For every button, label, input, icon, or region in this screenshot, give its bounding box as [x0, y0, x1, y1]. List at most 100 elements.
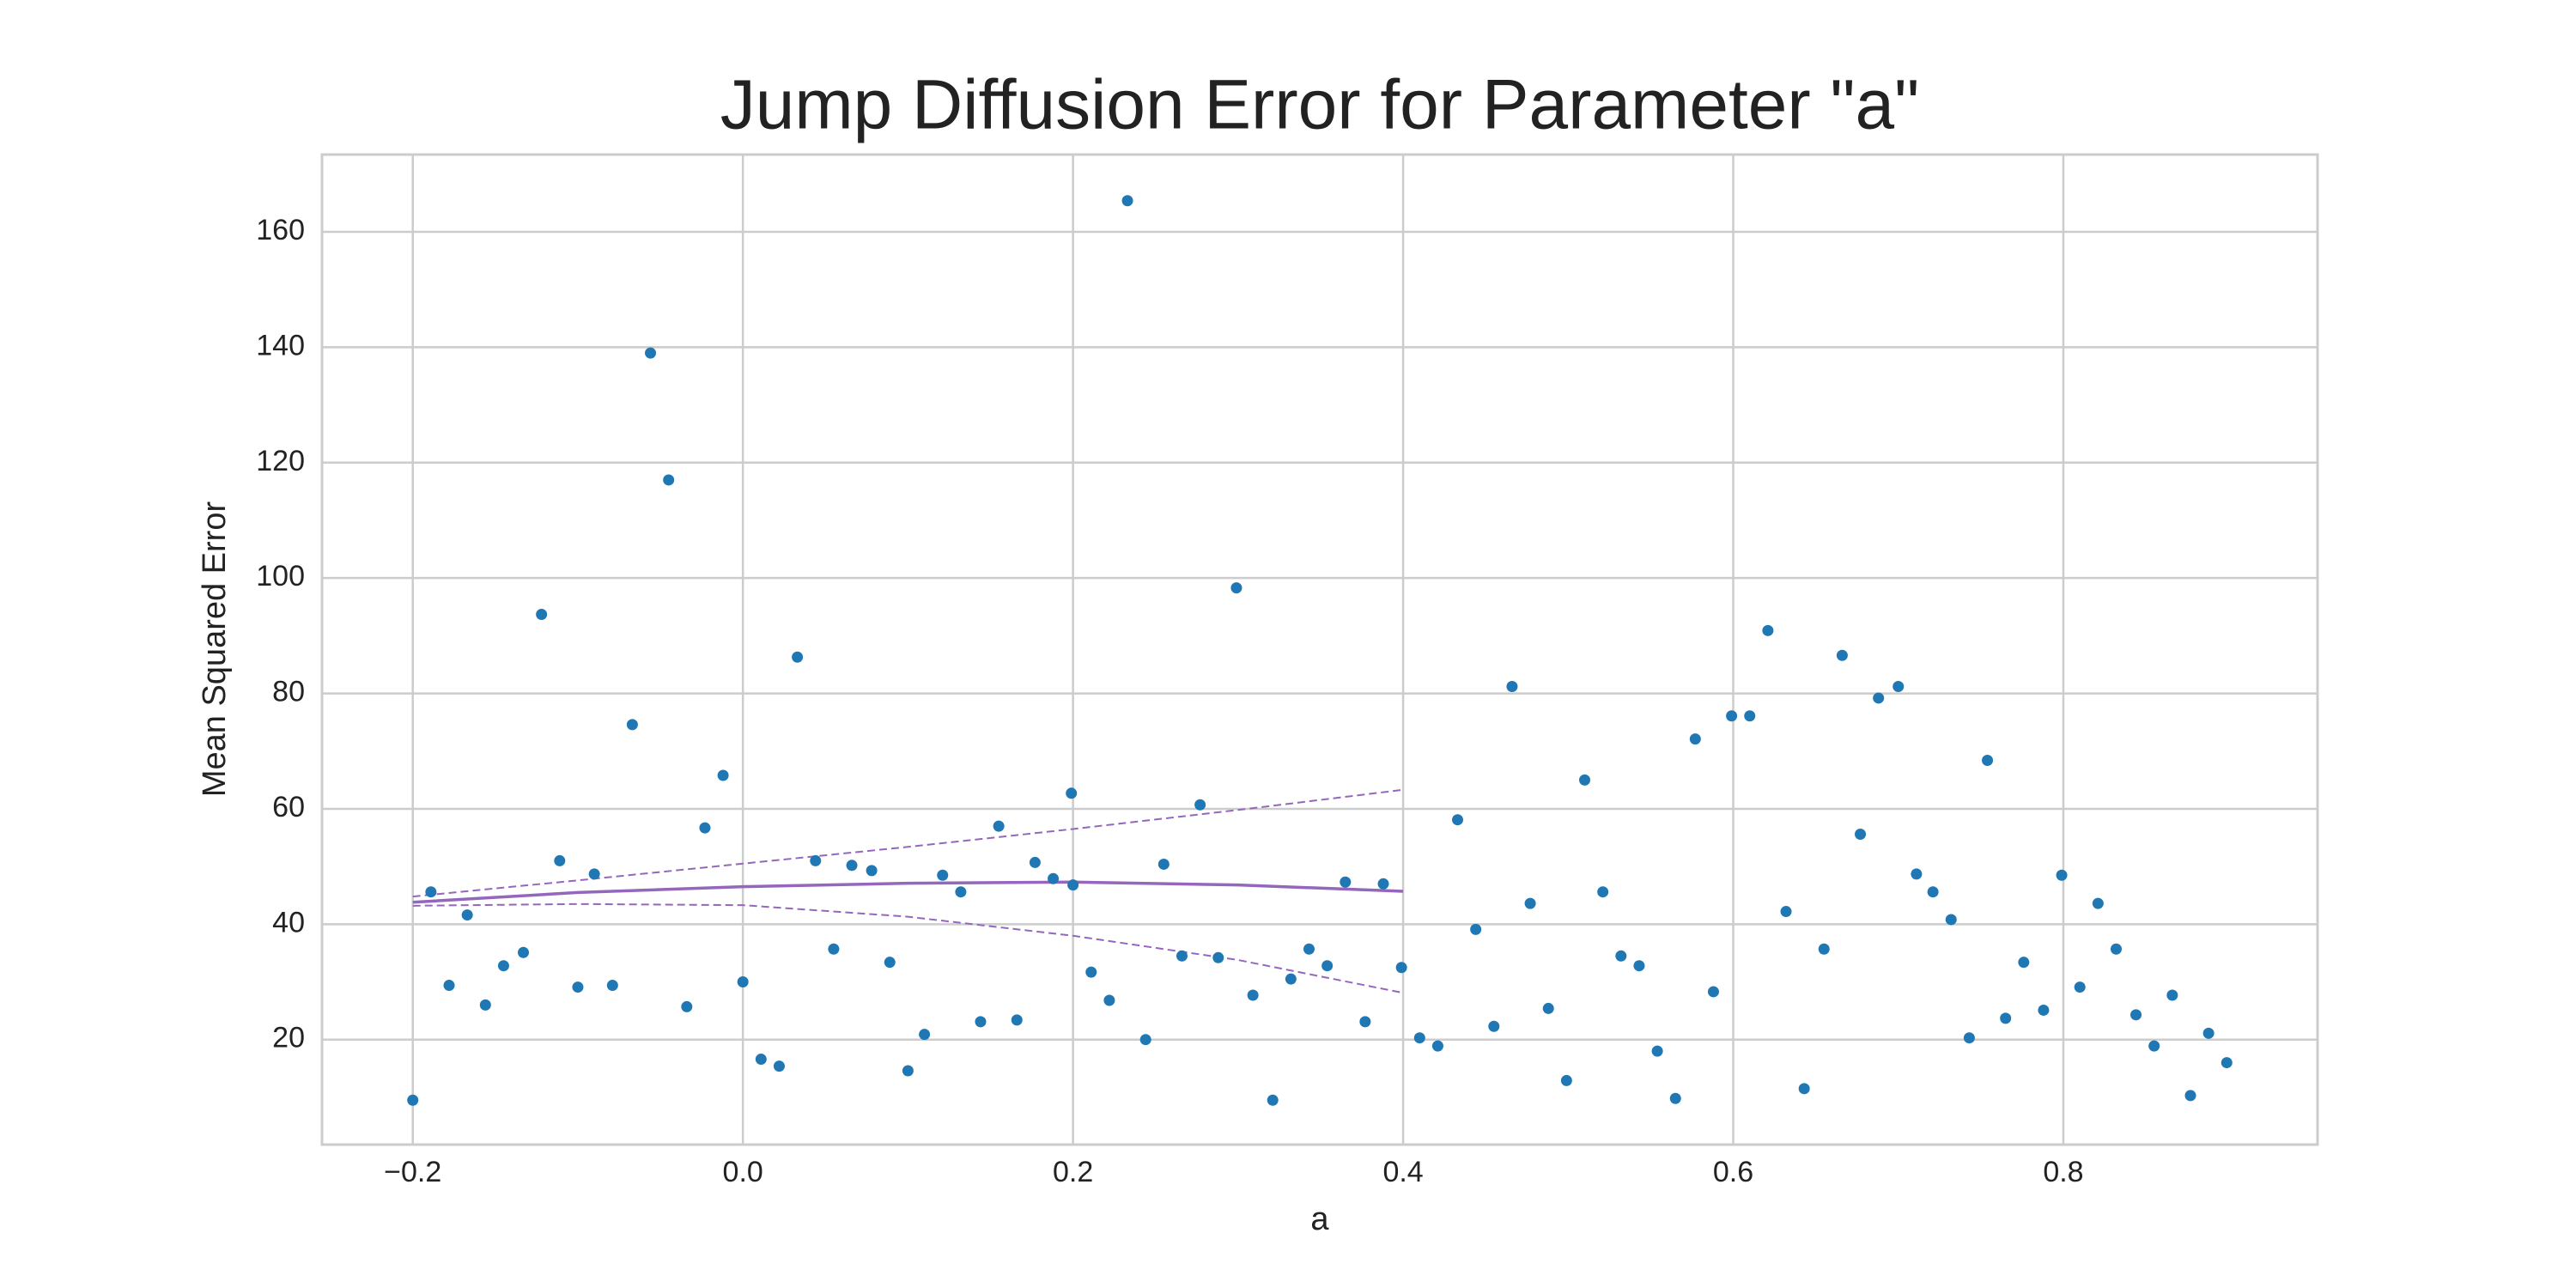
x-tick-label: 0.0: [723, 1156, 763, 1188]
point: [1121, 195, 1133, 207]
fit-line: [412, 880, 1404, 904]
point: [810, 854, 822, 866]
point: [2038, 1004, 2050, 1016]
point: [1103, 994, 1115, 1006]
point: [846, 860, 858, 872]
point: [1067, 879, 1079, 891]
point: [2166, 989, 2178, 1001]
point: [1303, 943, 1315, 955]
point: [1651, 1045, 1663, 1057]
point: [626, 719, 638, 731]
point: [554, 854, 566, 866]
point: [497, 960, 509, 972]
point: [681, 1000, 693, 1012]
point: [828, 943, 840, 955]
point: [1744, 710, 1756, 722]
point: [2000, 1012, 2012, 1024]
point: [1836, 649, 1848, 661]
point: [1579, 774, 1591, 786]
point: [2184, 1090, 2196, 1102]
point: [1488, 1020, 1500, 1032]
y-axis-label: Mean Squared Error: [197, 501, 233, 798]
point: [1818, 943, 1830, 955]
point: [572, 981, 584, 993]
point: [699, 822, 711, 834]
point: [937, 869, 949, 881]
point: [993, 820, 1005, 832]
point: [1669, 1092, 1681, 1104]
point: [866, 865, 878, 877]
x-axis-label: a: [1310, 1201, 1329, 1237]
x-tick-label: 0.8: [2043, 1156, 2083, 1188]
point: [1176, 950, 1188, 962]
point: [1911, 868, 1923, 880]
point: [1707, 986, 1719, 998]
point: [588, 868, 600, 880]
point: [2148, 1040, 2160, 1052]
point: [2074, 981, 2086, 993]
point: [1689, 733, 1701, 745]
point: [1011, 1014, 1023, 1026]
point: [443, 980, 455, 992]
point: [407, 1094, 419, 1106]
y-tick-label: 80: [272, 676, 305, 708]
point: [1029, 856, 1041, 868]
point: [755, 1054, 767, 1066]
x-tick-label: 0.6: [1713, 1156, 1753, 1188]
point: [1413, 1032, 1425, 1044]
point: [1194, 799, 1206, 811]
point: [1873, 692, 1885, 704]
point: [1048, 872, 1060, 884]
confidence-line: [412, 788, 1404, 898]
point: [1855, 829, 1867, 841]
point: [1945, 914, 1957, 926]
point: [606, 980, 618, 992]
point: [792, 651, 804, 663]
point: [1085, 966, 1097, 978]
point: [518, 946, 530, 958]
point: [479, 999, 491, 1011]
chart-title: Jump Diffusion Error for Parameter "a": [720, 66, 1920, 144]
point: [2056, 869, 2068, 881]
point: [1927, 886, 1939, 898]
point: [1798, 1083, 1810, 1095]
point: [1359, 1016, 1371, 1028]
point: [425, 886, 437, 898]
point: [2221, 1057, 2233, 1069]
point: [2110, 943, 2122, 955]
point: [1230, 582, 1242, 594]
point: [919, 1029, 931, 1041]
point: [1377, 878, 1389, 890]
y-tick-label: 20: [272, 1022, 305, 1054]
point: [1762, 624, 1774, 636]
y-tick-label: 140: [256, 329, 305, 361]
point: [1597, 886, 1609, 898]
point: [1267, 1094, 1279, 1106]
point: [1139, 1034, 1151, 1046]
confidence-line: [412, 902, 1404, 994]
x-tick-label: 0.2: [1053, 1156, 1093, 1188]
point: [884, 957, 896, 969]
point: [1340, 876, 1352, 888]
point: [536, 609, 548, 621]
y-tick-label: 120: [256, 445, 305, 477]
point: [737, 976, 749, 988]
point: [1560, 1074, 1572, 1086]
point: [717, 769, 729, 781]
point: [663, 474, 675, 486]
point: [1321, 960, 1334, 972]
point: [1247, 989, 1259, 1001]
point: [1395, 962, 1407, 974]
x-tick-label: −0.2: [384, 1156, 441, 1188]
point: [1893, 681, 1905, 693]
x-tick-label: 0.4: [1382, 1156, 1423, 1188]
axes-frame: [320, 153, 2319, 1146]
point: [1963, 1032, 1975, 1044]
point: [1452, 814, 1464, 826]
point: [1470, 923, 1482, 935]
point: [975, 1016, 987, 1028]
point: [1542, 1002, 1554, 1014]
y-tick-label: 60: [272, 791, 305, 823]
